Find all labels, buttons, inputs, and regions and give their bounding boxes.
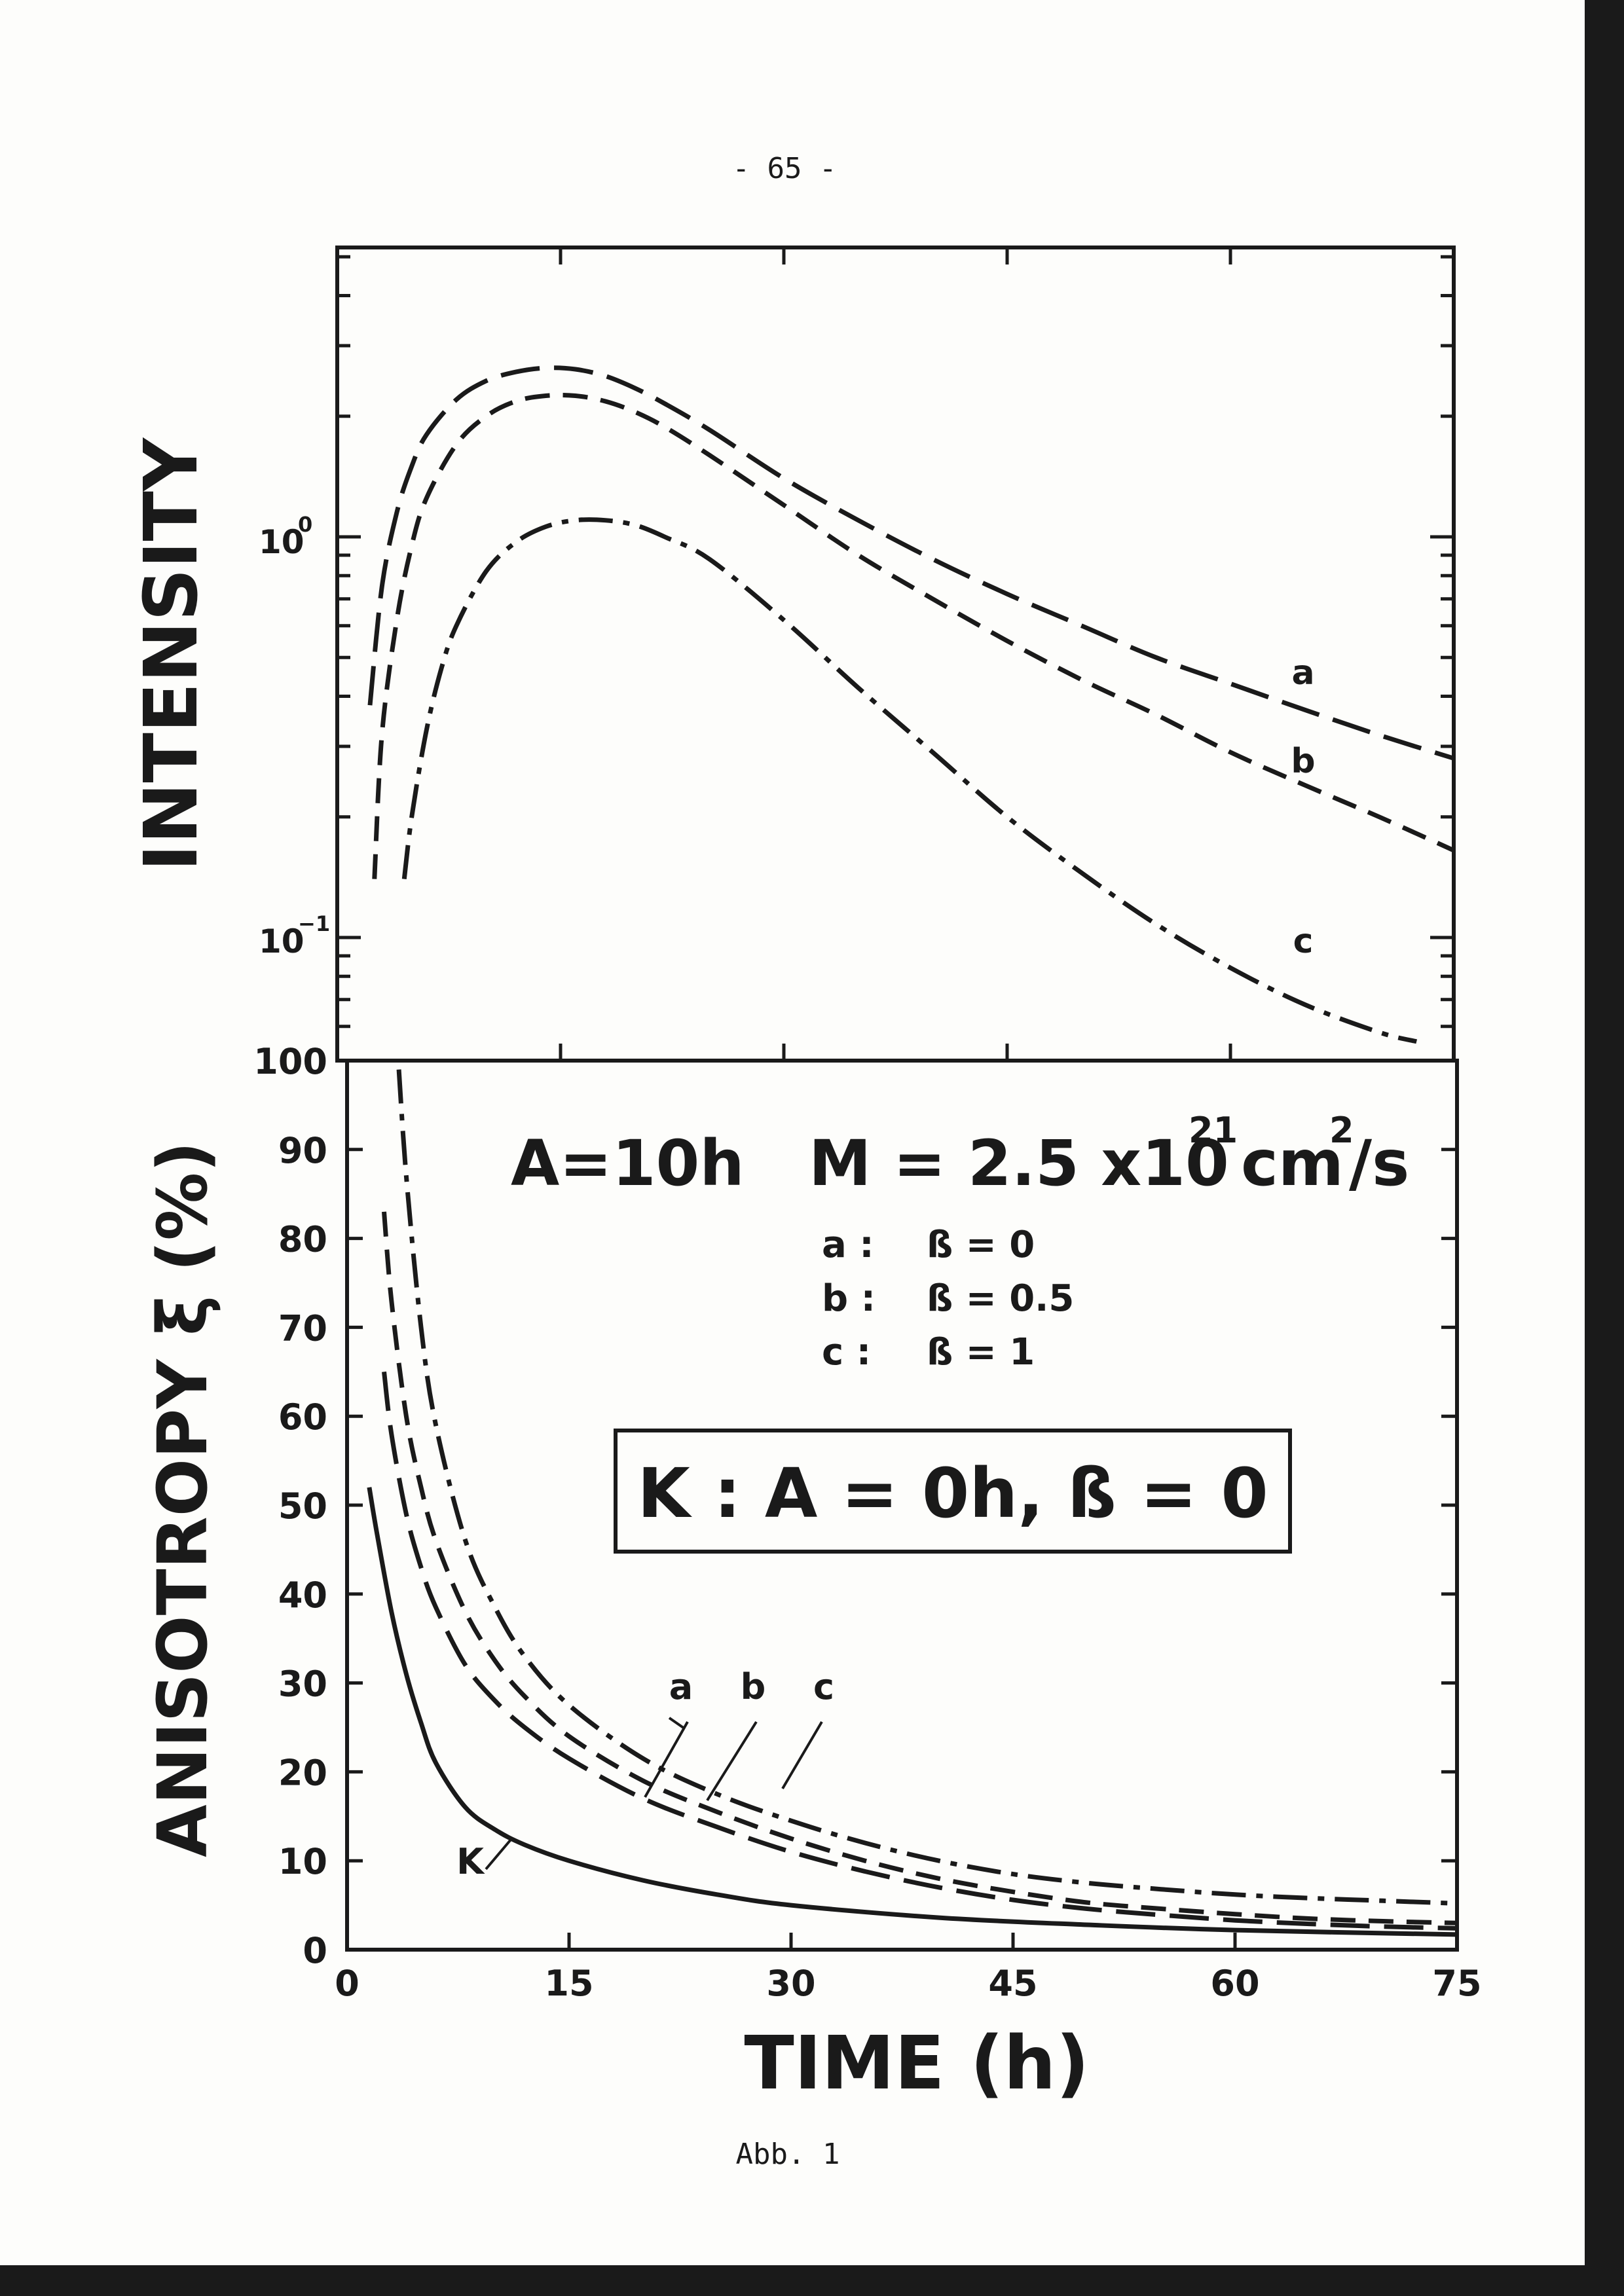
- param-unit: cm: [1241, 1127, 1344, 1200]
- legend-key-c: c :: [822, 1331, 871, 1374]
- param-A: A=10h: [511, 1127, 745, 1200]
- param-unit-tail: /s: [1349, 1127, 1409, 1200]
- bottom-y-tick-label: 0: [303, 1930, 327, 1971]
- bottom-curve-label-c: c: [813, 1666, 834, 1707]
- bottom-y-tick-label: 40: [278, 1575, 327, 1616]
- bottom-x-tick-label: 45: [988, 1963, 1037, 2004]
- param-M-exp: 21: [1189, 1110, 1238, 1151]
- legend-key-b: b :: [822, 1277, 876, 1320]
- legend-beta-b: ß = 0.5: [927, 1277, 1074, 1320]
- bottom-y-tick-label: 50: [278, 1485, 327, 1527]
- top-curve-label-c: c: [1293, 922, 1314, 961]
- bottom-y-axis-title: ANISOTROPY ξ (%): [143, 1141, 223, 1857]
- top-curve-label-b: b: [1291, 742, 1315, 781]
- bottom-y-tick-label: 70: [278, 1307, 327, 1349]
- bottom-curve-label-b: b: [741, 1666, 766, 1707]
- reference-case-text: K : A = 0h, ß = 0: [637, 1453, 1268, 1533]
- top-axis-ticks: [337, 247, 1454, 1061]
- bottom-y-tick-label: 80: [278, 1219, 327, 1260]
- param-unit-exp: 2: [1329, 1110, 1354, 1151]
- bottom-series-c: [396, 1069, 1458, 1906]
- bottom-y-tick-label: 10: [278, 1841, 327, 1882]
- bottom-y-tick-label: 20: [278, 1752, 327, 1793]
- top-y-tick-label-2: 10 −1: [259, 911, 330, 960]
- top-plot-series: [367, 365, 1455, 1044]
- legend-key-a: a :: [822, 1224, 874, 1266]
- leader-a: [668, 1717, 686, 1730]
- bottom-curve-leaders-2: [485, 1721, 823, 1870]
- bottom-y-tick-label: 90: [278, 1130, 327, 1171]
- bottom-x-tick-label: 60: [1210, 1963, 1259, 2004]
- figure-caption: Abb. 1: [736, 2138, 840, 2171]
- top-series-a: [367, 365, 1455, 761]
- bottom-axis-ticks: [347, 1148, 1457, 1950]
- bottom-plot-series: [367, 1069, 1458, 1937]
- leader-line-b: [706, 1721, 758, 1802]
- leader-line-c: [781, 1721, 823, 1790]
- bottom-curve-label-k: K: [456, 1841, 485, 1882]
- top-curve-label-a: a: [1291, 653, 1314, 693]
- top-y-tick-exp: 0: [298, 512, 312, 537]
- bottom-y-tick-label: 100: [253, 1041, 327, 1082]
- top-series-b: [372, 392, 1455, 879]
- bottom-curve-label-a: a: [669, 1666, 693, 1707]
- top-y-tick-exp: −1: [298, 911, 330, 936]
- top-y-tick-base: 10: [259, 523, 304, 561]
- x-axis-title: TIME (h): [744, 2021, 1089, 2106]
- top-y-tick-label-1: 10 0: [259, 512, 312, 561]
- bottom-y-tick-label: 30: [278, 1664, 327, 1705]
- bottom-y-tick-label: 60: [278, 1396, 327, 1438]
- bottom-x-tick-label: 75: [1432, 1963, 1481, 2004]
- bottom-x-tick-label: 0: [335, 1963, 360, 2004]
- page-number: - 65 -: [733, 152, 837, 185]
- bottom-y-tick-labels: 0 10 20 30 40 50 60 70 80 90 100: [253, 1041, 327, 1971]
- paper-sheet: [0, 0, 1585, 2265]
- bottom-x-tick-labels: 0 15 30 45 60 75: [335, 1963, 1481, 2004]
- top-y-tick-base: 10: [259, 922, 304, 960]
- beta-legend: a : ß = 0 b : ß = 0.5 c : ß = 1: [822, 1224, 1074, 1374]
- bottom-series-K: [367, 1487, 1458, 1937]
- top-y-axis-title: INTENSITY: [129, 437, 214, 871]
- reference-case-box: [614, 1429, 1292, 1554]
- legend-beta-c: ß = 1: [927, 1331, 1035, 1374]
- top-series-c: [401, 517, 1418, 1044]
- legend-beta-a: ß = 0: [927, 1224, 1035, 1266]
- bottom-x-tick-label: 15: [544, 1963, 593, 2004]
- bottom-series-b: [382, 1211, 1458, 1925]
- leader-line-a: [644, 1721, 689, 1798]
- param-M: M = 2.5 x10: [809, 1127, 1229, 1200]
- parameter-annotation: A=10h M = 2.5 x10 21 cm 2 /s: [511, 1110, 1409, 1200]
- bottom-x-tick-label: 30: [766, 1963, 815, 2004]
- leader-line-k: [485, 1838, 512, 1870]
